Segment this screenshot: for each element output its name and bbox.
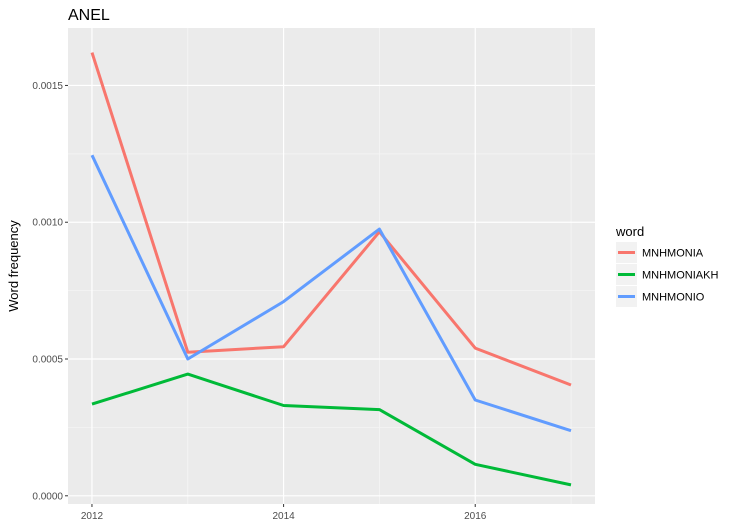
- x-axis: 2012 2014 2016: [81, 504, 487, 522]
- x-tick-label: 2012: [81, 511, 104, 522]
- y-tick-label: 0.0000: [32, 491, 63, 502]
- x-tick-label: 2014: [272, 511, 295, 522]
- series-line-mnhmoniakh: [91, 372, 572, 487]
- x-tick-label: 2016: [464, 511, 487, 522]
- legend-label: MNHMONIO: [642, 292, 705, 304]
- y-tick-label: 0.0005: [32, 355, 63, 366]
- series-lines: [90, 52, 572, 487]
- series-line-mnhmonia: [90, 52, 572, 387]
- grid-major: [68, 28, 595, 504]
- y-axis: 0.0000 0.0005 0.0010 0.0015: [32, 81, 68, 502]
- y-axis-title: Word frequency: [6, 220, 21, 312]
- y-tick-label: 0.0015: [32, 81, 63, 92]
- legend: word MNHMONIA MNHMONIAKH MNHMONIO: [615, 224, 718, 307]
- y-tick-label: 0.0010: [32, 218, 63, 229]
- chart-title: ANEL: [68, 7, 110, 24]
- series-line-mnhmonio: [90, 154, 572, 433]
- legend-label: MNHMONIA: [642, 248, 704, 260]
- legend-label: MNHMONIAKH: [642, 270, 718, 282]
- legend-title: word: [615, 224, 644, 239]
